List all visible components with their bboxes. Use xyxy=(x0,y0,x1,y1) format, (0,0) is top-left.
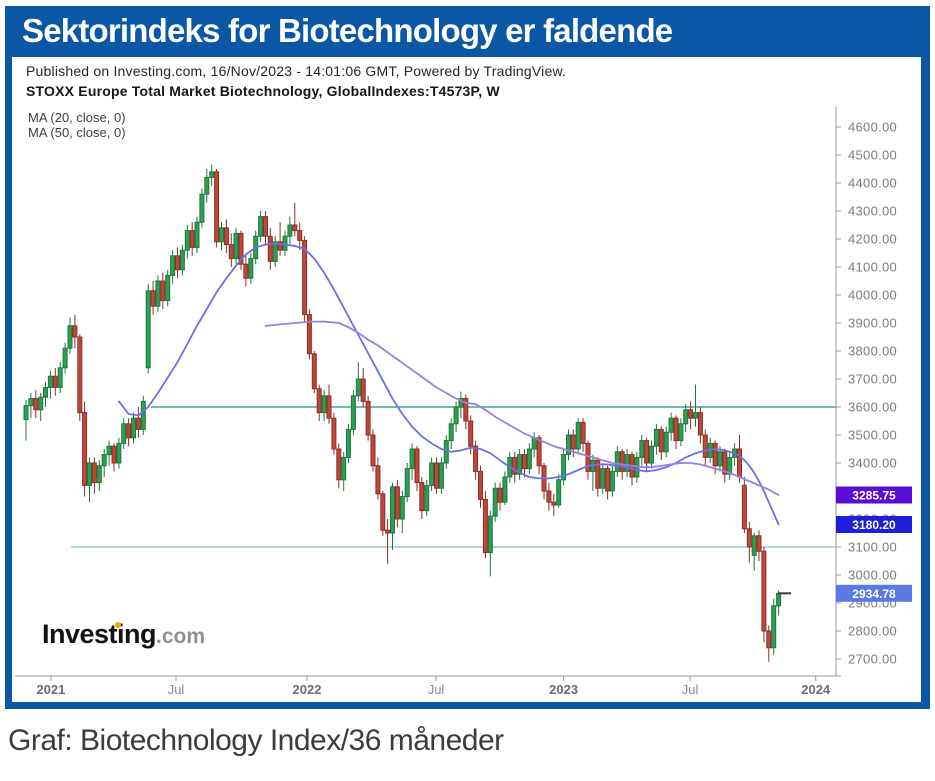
logo-tld: .com xyxy=(156,625,206,648)
article-figure: Sektorindeks for Biotechnology er falden… xyxy=(5,6,930,757)
y-axis-label: 2700.00 xyxy=(848,652,897,667)
y-axis-label: 2800.00 xyxy=(848,624,897,639)
svg-text:3285.75: 3285.75 xyxy=(852,489,896,503)
investing-logo: Investing.com xyxy=(42,619,205,650)
y-axis-label: 4400.00 xyxy=(848,176,897,191)
x-axis-label: 2023 xyxy=(549,682,578,697)
y-axis-label: 3600.00 xyxy=(848,400,897,415)
x-axis-label: Jul xyxy=(168,682,185,697)
symbol-line: STOXX Europe Total Market Biotechnology,… xyxy=(26,83,500,99)
y-axis-label: 3700.00 xyxy=(848,372,897,387)
logo-orange-dot xyxy=(115,622,121,628)
y-axis-label: 3800.00 xyxy=(848,344,897,359)
candles xyxy=(23,164,782,662)
svg-text:2934.78: 2934.78 xyxy=(852,587,896,601)
ma20-label: MA (20, close, 0) xyxy=(28,110,126,125)
y-axis-label: 4300.00 xyxy=(848,204,897,219)
ma50-value-badge: 3285.75 xyxy=(836,486,912,504)
y-axis-label: 4200.00 xyxy=(848,232,897,247)
x-axis-label: 2021 xyxy=(36,682,65,697)
ma20-line xyxy=(118,242,780,526)
x-axis-label: 2024 xyxy=(801,682,831,697)
y-axis-label: 3100.00 xyxy=(848,540,897,555)
y-axis-label: 4600.00 xyxy=(848,120,897,135)
y-axis-label: 3400.00 xyxy=(848,456,897,471)
ma-labels: MA (20, close, 0) MA (50, close, 0) xyxy=(28,110,126,140)
x-axis-label: Jul xyxy=(682,682,699,697)
headline-banner: Sektorindeks for Biotechnology er falden… xyxy=(12,6,923,57)
ma20-value-badge: 3180.20 xyxy=(836,516,912,533)
y-axis-label: 4100.00 xyxy=(848,260,897,275)
svg-text:3180.20: 3180.20 xyxy=(852,518,896,532)
y-axis-label: 3900.00 xyxy=(848,316,897,331)
candlestick-chart: 2700.002800.002900.003000.003100.003200.… xyxy=(15,107,912,697)
last-price-badge: 2934.78 xyxy=(836,584,912,602)
y-axis-label: 3000.00 xyxy=(848,568,897,583)
ma50-label: MA (50, close, 0) xyxy=(28,125,126,140)
logo-text: Investing xyxy=(42,619,157,649)
ma50-line xyxy=(264,320,780,496)
x-axis-label: Jul xyxy=(428,682,445,697)
figure-frame: Sektorindeks for Biotechnology er falden… xyxy=(5,6,930,709)
y-axis-label: 4500.00 xyxy=(848,148,897,163)
y-axis-label: 4000.00 xyxy=(848,288,897,303)
headline: Sektorindeks for Biotechnology er falden… xyxy=(22,11,673,49)
caption: Graf: Biotechnology Index/36 måneder xyxy=(8,724,504,757)
published-line: Published on Investing.com, 16/Nov/2023 … xyxy=(26,63,567,79)
y-axis-label: 3500.00 xyxy=(848,428,897,443)
x-axis-label: 2022 xyxy=(293,682,322,697)
chart-box: Published on Investing.com, 16/Nov/2023 … xyxy=(12,57,921,702)
